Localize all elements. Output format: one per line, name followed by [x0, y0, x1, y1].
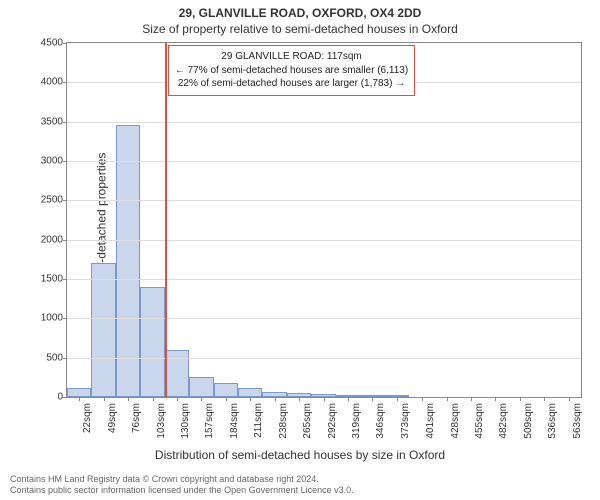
annotation-line-3: 22% of semi-detached houses are larger (…	[175, 77, 408, 91]
xtick-label: 563sqm	[572, 403, 583, 439]
xtick-label: 373sqm	[400, 403, 411, 439]
xtick-mark	[372, 397, 373, 401]
ytick-mark	[63, 82, 67, 83]
ytick-label: 4500	[41, 38, 63, 49]
histogram-bar	[67, 388, 91, 397]
xtick-mark	[422, 397, 423, 401]
histogram-bar	[140, 287, 164, 397]
xtick-label: 455sqm	[474, 403, 485, 439]
ytick-label: 0	[57, 392, 63, 403]
gridline	[67, 279, 581, 280]
footer-line-2: Contains public sector information licen…	[10, 485, 590, 496]
xtick-mark	[520, 397, 521, 401]
xtick-mark	[128, 397, 129, 401]
ytick-mark	[63, 122, 67, 123]
gridline	[67, 358, 581, 359]
ytick-label: 3000	[41, 156, 63, 167]
xtick-mark	[397, 397, 398, 401]
xtick-label: 103sqm	[156, 403, 167, 439]
x-axis-label: Distribution of semi-detached houses by …	[0, 448, 600, 462]
histogram-bar	[91, 263, 115, 397]
annotation-line-2: ← 77% of semi-detached houses are smalle…	[175, 64, 408, 78]
footer-line-1: Contains HM Land Registry data © Crown c…	[10, 474, 590, 485]
histogram-chart: 29, GLANVILLE ROAD, OXFORD, OX4 2DD Size…	[0, 0, 600, 500]
xtick-mark	[104, 397, 105, 401]
xtick-mark	[544, 397, 545, 401]
ytick-label: 1000	[41, 313, 63, 324]
ytick-label: 1500	[41, 274, 63, 285]
xtick-label: 265sqm	[302, 403, 313, 439]
xtick-mark	[348, 397, 349, 401]
xtick-label: 238sqm	[278, 403, 289, 439]
ytick-mark	[63, 318, 67, 319]
ytick-label: 500	[46, 352, 63, 363]
xtick-mark	[324, 397, 325, 401]
ytick-mark	[63, 43, 67, 44]
histogram-bar	[238, 388, 262, 397]
gridline	[67, 318, 581, 319]
xtick-label: 346sqm	[375, 403, 386, 439]
xtick-label: 49sqm	[107, 403, 118, 433]
xtick-label: 401sqm	[425, 403, 436, 439]
ytick-mark	[63, 279, 67, 280]
xtick-label: 509sqm	[523, 403, 534, 439]
xtick-label: 130sqm	[180, 403, 191, 439]
ytick-mark	[63, 200, 67, 201]
ytick-mark	[63, 358, 67, 359]
gridline	[67, 200, 581, 201]
gridline	[67, 161, 581, 162]
xtick-label: 482sqm	[498, 403, 509, 439]
xtick-mark	[471, 397, 472, 401]
xtick-label: 536sqm	[547, 403, 558, 439]
bars-layer	[67, 43, 581, 397]
plot-area: 22sqm49sqm76sqm103sqm130sqm157sqm184sqm2…	[66, 42, 582, 398]
xtick-mark	[569, 397, 570, 401]
xtick-label: 428sqm	[450, 403, 461, 439]
xtick-mark	[226, 397, 227, 401]
annotation-box: 29 GLANVILLE ROAD: 117sqm← 77% of semi-d…	[168, 45, 415, 96]
xtick-label: 157sqm	[204, 403, 215, 439]
footer-attribution: Contains HM Land Registry data © Crown c…	[10, 474, 590, 497]
xtick-mark	[153, 397, 154, 401]
xtick-mark	[79, 397, 80, 401]
xtick-label: 22sqm	[82, 403, 93, 433]
xtick-label: 319sqm	[351, 403, 362, 439]
histogram-bar	[214, 383, 238, 397]
xtick-mark	[177, 397, 178, 401]
xtick-label: 76sqm	[131, 403, 142, 433]
ytick-mark	[63, 397, 67, 398]
xtick-mark	[495, 397, 496, 401]
chart-subtitle: Size of property relative to semi-detach…	[0, 22, 600, 36]
ytick-label: 2500	[41, 195, 63, 206]
ytick-mark	[63, 240, 67, 241]
histogram-bar	[189, 377, 213, 397]
histogram-bar	[116, 125, 140, 397]
ytick-mark	[63, 161, 67, 162]
xtick-label: 292sqm	[327, 403, 338, 439]
annotation-line-1: 29 GLANVILLE ROAD: 117sqm	[175, 50, 408, 64]
xtick-mark	[447, 397, 448, 401]
xtick-label: 184sqm	[229, 403, 240, 439]
xtick-mark	[299, 397, 300, 401]
gridline	[67, 122, 581, 123]
ytick-label: 4000	[41, 77, 63, 88]
xtick-mark	[250, 397, 251, 401]
chart-title: 29, GLANVILLE ROAD, OXFORD, OX4 2DD	[0, 6, 600, 20]
marker-line	[165, 43, 167, 397]
xtick-label: 211sqm	[253, 403, 264, 438]
gridline	[67, 240, 581, 241]
xtick-mark	[275, 397, 276, 401]
ytick-label: 3500	[41, 116, 63, 127]
xtick-mark	[201, 397, 202, 401]
ytick-label: 2000	[41, 234, 63, 245]
